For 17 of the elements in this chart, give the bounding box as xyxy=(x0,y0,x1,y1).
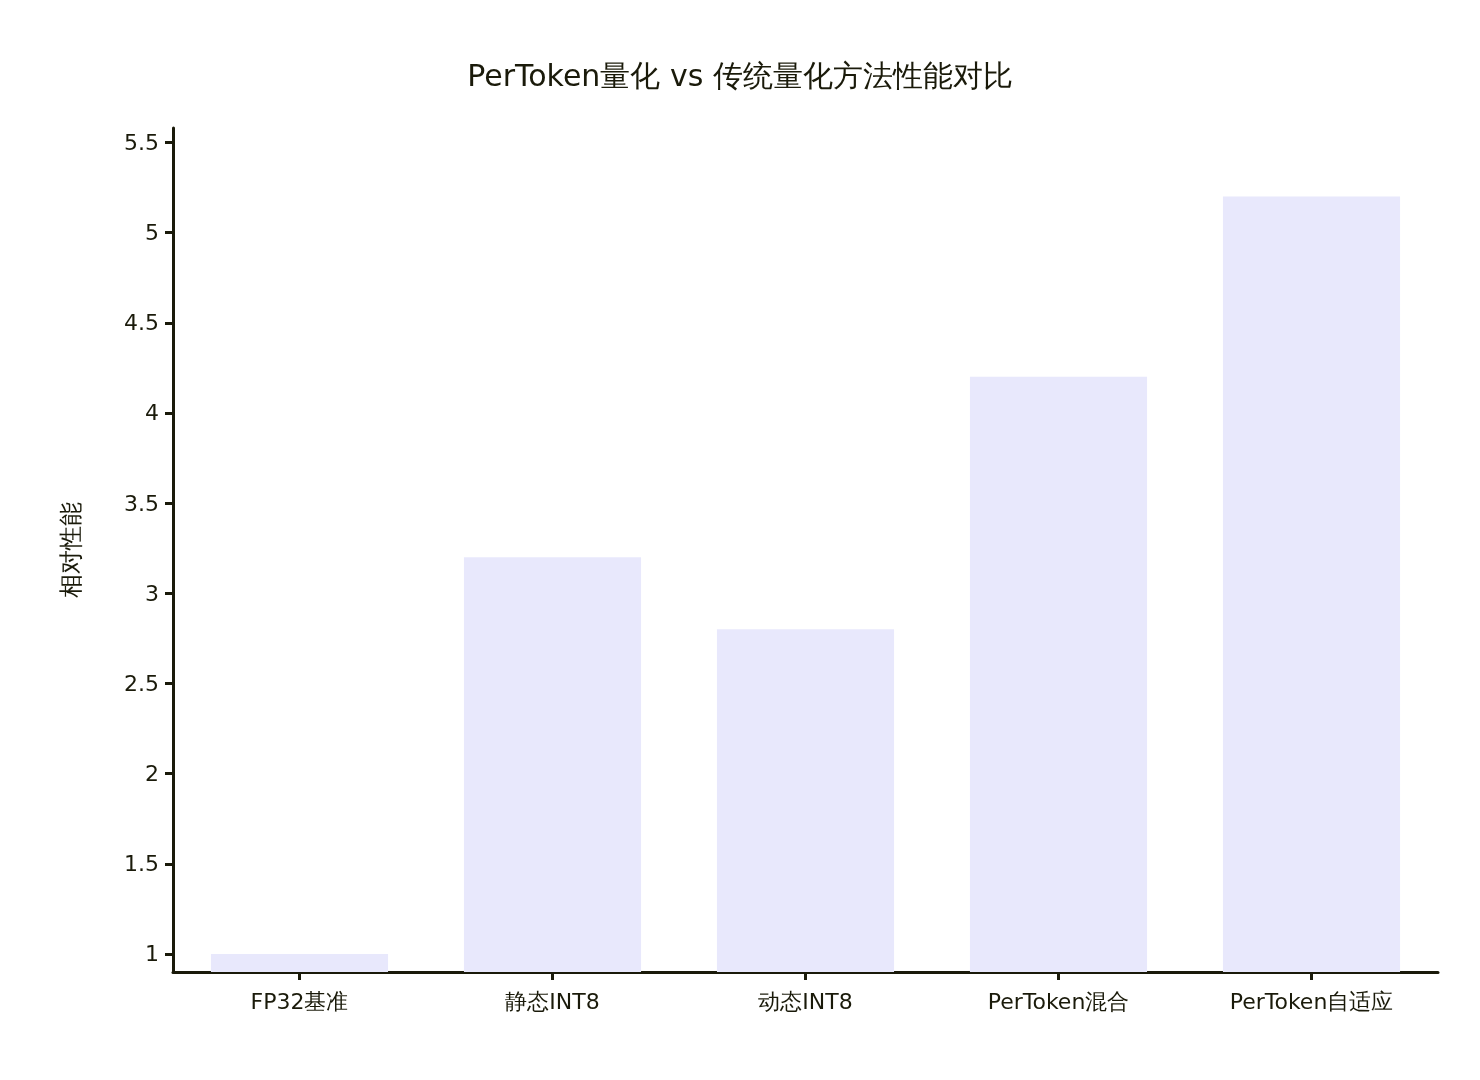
y-tick-label: 2.5 xyxy=(124,670,159,696)
x-tick-label: PerToken自适应 xyxy=(1229,988,1394,1014)
x-tick-label: PerToken混合 xyxy=(987,988,1130,1014)
y-tick-label: 2 xyxy=(145,761,159,787)
x-tick-label: 静态INT8 xyxy=(505,988,600,1014)
y-axis-title: 相对性能 xyxy=(57,502,85,598)
x-tick-label: FP32基准 xyxy=(250,988,349,1014)
y-tick-label: 5.5 xyxy=(124,129,159,155)
y-tick-label: 4.5 xyxy=(124,310,159,336)
y-tick-label: 3.5 xyxy=(124,490,159,516)
y-tick-label: 3 xyxy=(145,580,159,606)
y-tick-label: 1 xyxy=(145,941,159,967)
chart-title: PerToken量化 vs 传统量化方法性能对比 xyxy=(467,57,1013,93)
y-tick-label: 5 xyxy=(145,220,159,246)
y-tick-label: 1.5 xyxy=(124,851,159,877)
y-tick-label: 4 xyxy=(145,400,159,426)
x-tick-label: 动态INT8 xyxy=(758,988,853,1014)
